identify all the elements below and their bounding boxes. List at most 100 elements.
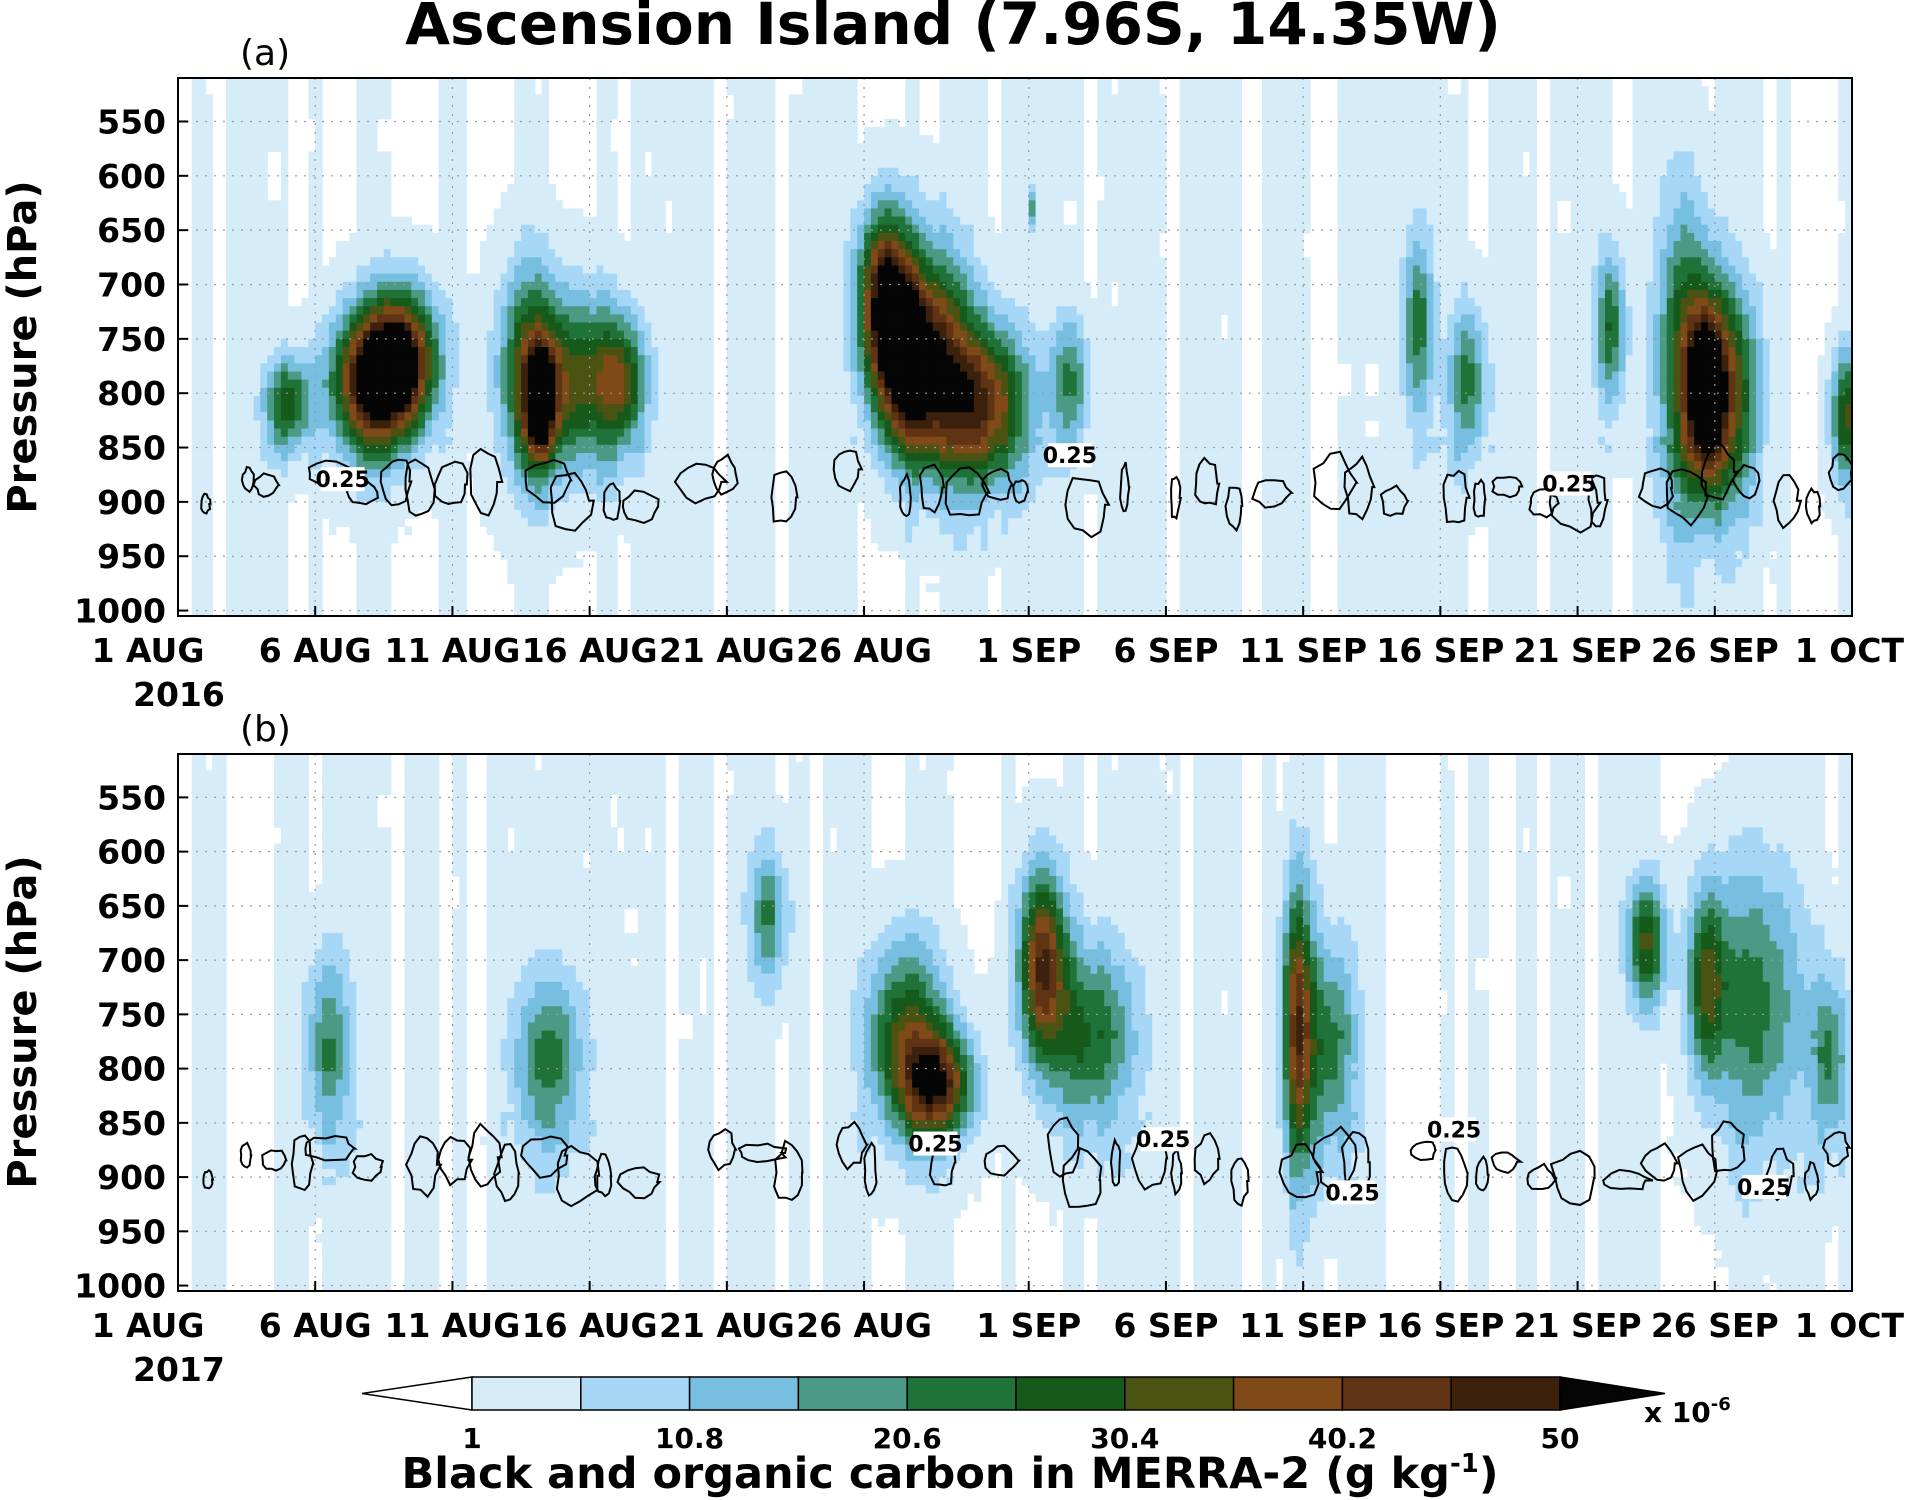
heat-cell: [665, 94, 673, 104]
heat-cell: [816, 575, 824, 584]
heat-cell: [267, 118, 275, 128]
heat-cell: [438, 224, 447, 234]
heat-cell: [610, 281, 618, 291]
heat-cell: [445, 216, 454, 226]
heat-cell: [246, 510, 255, 519]
heat-cell: [356, 78, 364, 87]
heat-cell: [706, 208, 714, 218]
heat-cell: [500, 355, 508, 364]
heat-cell: [527, 436, 536, 446]
heat-cell: [267, 371, 275, 381]
heat-cell: [363, 510, 371, 519]
heat-cell: [287, 355, 296, 364]
heat-cell: [843, 224, 851, 234]
heat-cell: [370, 444, 378, 454]
heat-cell: [390, 363, 399, 373]
heat-cell: [493, 428, 502, 438]
heat-cell: [328, 355, 337, 364]
heat-cell: [699, 379, 707, 389]
heat-cell: [672, 404, 680, 413]
heat-cell: [459, 347, 467, 356]
heat-cell: [411, 501, 419, 511]
heat-cell: [603, 224, 611, 234]
heat-cell: [452, 338, 460, 348]
heat-cell: [287, 387, 296, 397]
heat-cell: [534, 322, 543, 332]
heat-cell: [452, 159, 460, 169]
heat-cell: [699, 306, 707, 315]
heat-cell: [541, 501, 550, 511]
heat-cell: [733, 436, 742, 446]
heat-cell: [418, 371, 426, 381]
heat-cell: [246, 477, 255, 487]
heat-cell: [397, 232, 405, 242]
heat-cell: [445, 126, 454, 136]
heat-cell: [232, 493, 241, 503]
heat-cell: [315, 420, 323, 430]
heat-cell: [692, 501, 700, 511]
heat-cell: [829, 583, 838, 593]
heat-cell: [493, 526, 502, 536]
heat-cell: [816, 322, 824, 332]
heat-cell: [788, 526, 797, 536]
heat-cell: [534, 232, 543, 242]
heat-cell: [459, 135, 467, 144]
heat-cell: [452, 412, 460, 421]
heat-cell: [260, 135, 268, 144]
heat-cell: [685, 485, 694, 495]
heat-cell: [232, 110, 241, 120]
heat-cell: [335, 249, 344, 258]
heat-cell: [514, 86, 522, 95]
heat-cell: [829, 493, 838, 503]
heat-cell: [280, 485, 289, 495]
heat-cell: [672, 510, 680, 519]
heat-cell: [260, 493, 268, 503]
heat-cell: [726, 550, 735, 560]
heat-cell: [692, 363, 700, 373]
heat-cell: [651, 591, 659, 601]
heat-cell: [555, 387, 563, 397]
heat-cell: [569, 257, 577, 267]
heat-cell: [795, 363, 803, 373]
heat-cell: [678, 371, 687, 381]
heat-cell: [843, 436, 851, 446]
heat-cell: [630, 436, 639, 446]
heat-cell: [452, 86, 460, 95]
heat-cell: [534, 306, 543, 315]
heat-cell: [706, 395, 714, 405]
heat-cell: [761, 550, 769, 560]
heat-cell: [754, 567, 762, 576]
heat-cell: [486, 420, 495, 430]
heat-cell: [390, 224, 399, 234]
heat-cell: [349, 420, 357, 430]
heat-cell: [349, 395, 357, 405]
heat-cell: [665, 477, 673, 487]
heat-cell: [226, 184, 234, 193]
heat-cell: [829, 550, 838, 560]
heat-cell: [260, 501, 268, 511]
heat-cell: [699, 591, 707, 601]
heat-cell: [809, 249, 817, 258]
heat-cell: [637, 200, 646, 210]
heat-cell: [479, 314, 488, 324]
heat-cell: [678, 379, 687, 389]
heat-cell: [795, 265, 803, 275]
heat-cell: [466, 395, 474, 405]
heat-cell: [658, 355, 666, 364]
heat-cell: [459, 469, 467, 479]
heat-cell: [761, 86, 769, 95]
heat-cell: [829, 477, 838, 487]
heat-cell: [493, 395, 502, 405]
heat-cell: [205, 444, 213, 454]
heat-cell: [617, 314, 625, 324]
heat-cell: [562, 542, 570, 552]
heat-cell: [493, 436, 502, 446]
heat-cell: [843, 94, 851, 104]
heat-cell: [267, 379, 275, 389]
heat-cell: [816, 126, 824, 136]
heat-cell: [809, 184, 817, 193]
heat-cell: [733, 224, 742, 234]
heat-cell: [459, 371, 467, 381]
heat-cell: [754, 469, 762, 479]
heat-cell: [699, 143, 707, 152]
